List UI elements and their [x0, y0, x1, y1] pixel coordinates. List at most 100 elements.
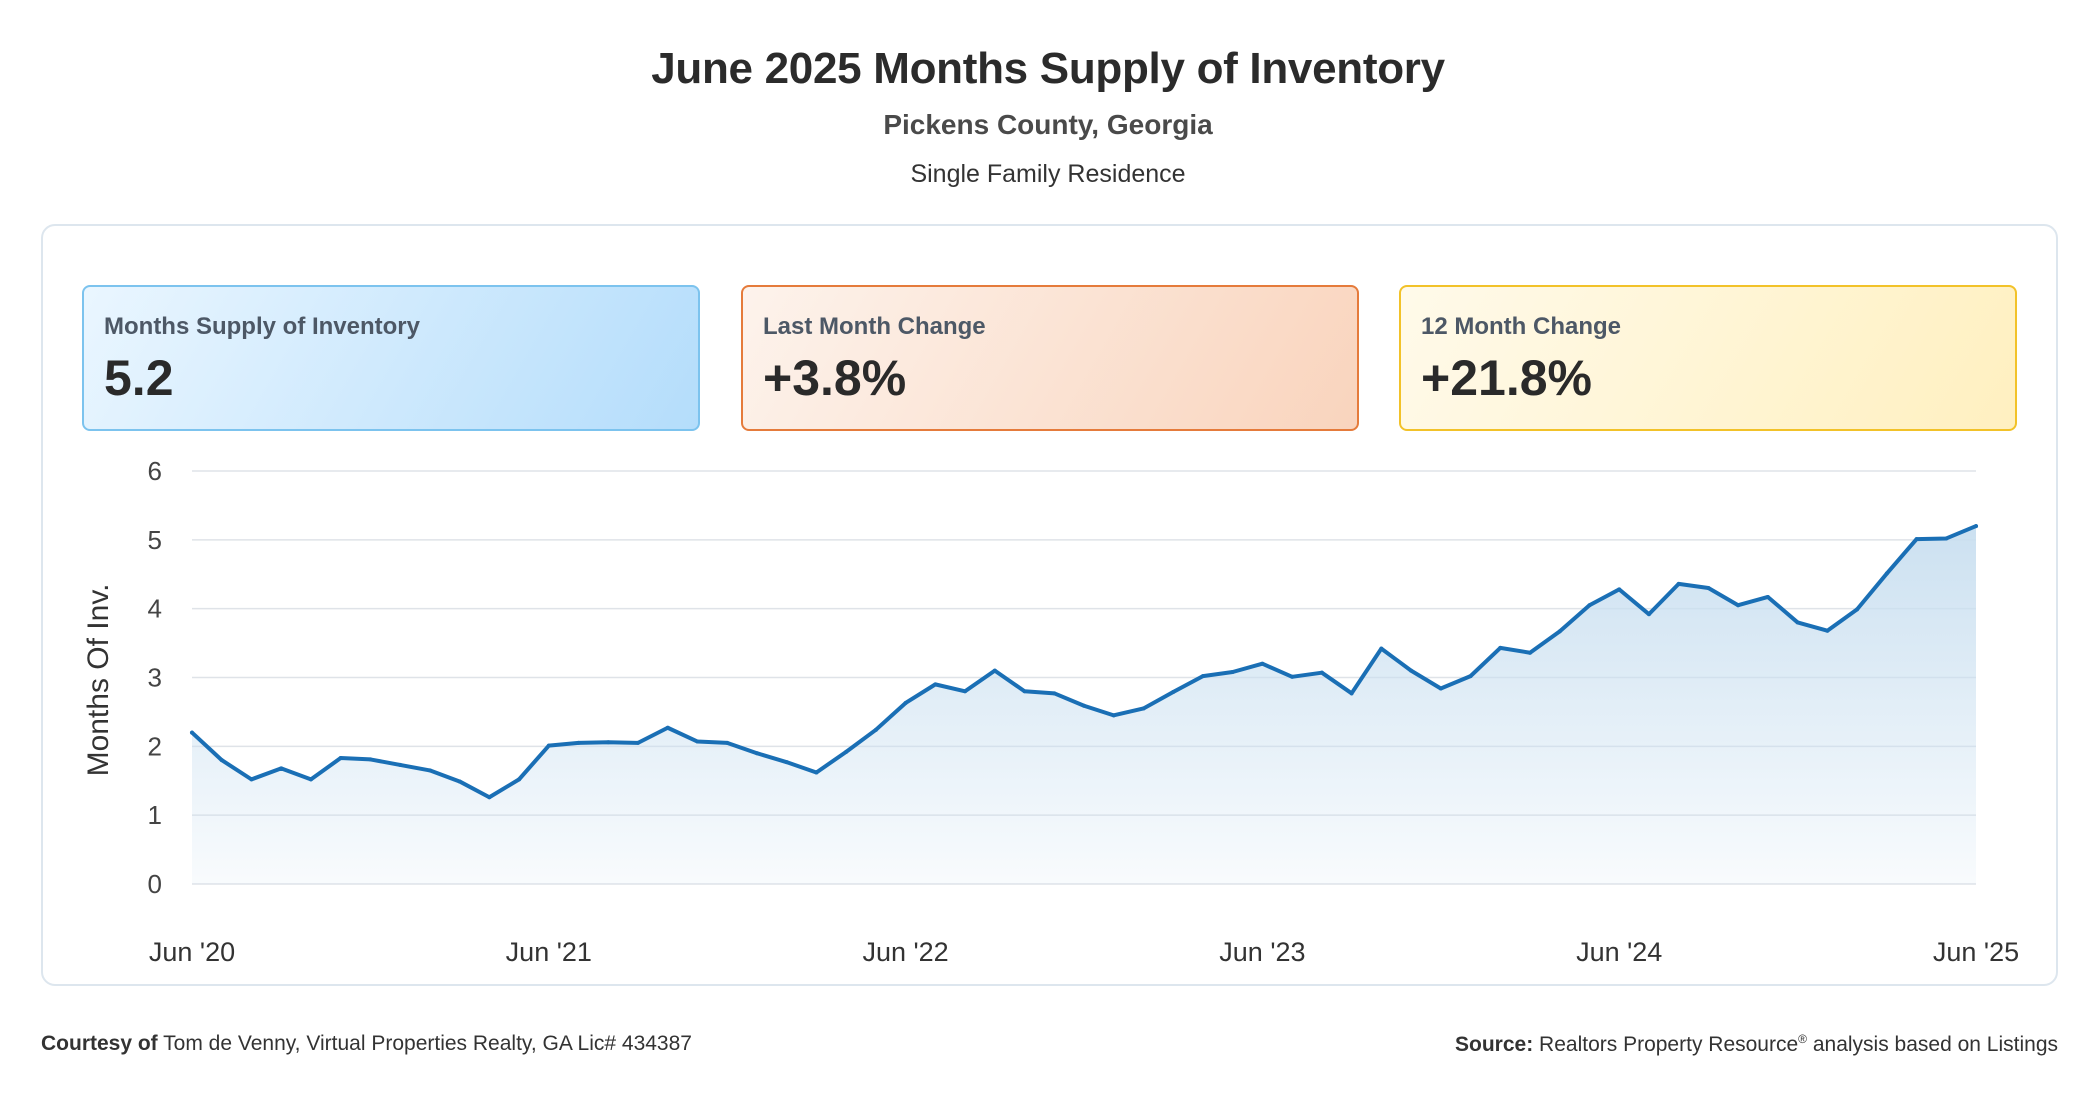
last-month-change-value: +3.8% [763, 350, 907, 406]
data-point [933, 682, 938, 687]
source-text: Realtors Property Resource [1539, 1033, 1799, 1056]
data-point [903, 700, 908, 705]
x-tick-label: Jun '20 [149, 937, 235, 967]
source-suffix: analysis based on Listings [1812, 1033, 2058, 1056]
chart-title: June 2025 Months Supply of Inventory [651, 44, 1445, 93]
data-point [398, 762, 403, 767]
x-tick-label: Jun '25 [1933, 937, 2019, 967]
property-type: Single Family Residence [910, 160, 1186, 188]
y-tick-label: 1 [148, 800, 162, 830]
data-point [190, 730, 194, 735]
data-point [219, 758, 224, 763]
data-point [1736, 603, 1741, 608]
data-point [1022, 689, 1027, 694]
courtesy-text: Tom de Venny, Virtual Properties Realty,… [163, 1032, 692, 1055]
data-point [338, 756, 343, 761]
series-area [192, 526, 1976, 884]
data-point [1349, 691, 1354, 696]
data-point [992, 668, 997, 673]
data-point [1825, 628, 1830, 633]
data-point [517, 777, 522, 782]
data-point [308, 777, 313, 782]
chart-panel [41, 224, 2058, 986]
data-point [1914, 537, 1919, 542]
data-point [487, 795, 492, 800]
source-registered-mark: ® [1798, 1032, 1807, 1046]
source-label: Source: [1455, 1033, 1534, 1056]
data-point [1319, 670, 1324, 675]
x-tick-label: Jun '22 [862, 937, 948, 967]
data-point [1974, 524, 1978, 529]
data-point [784, 760, 789, 765]
months-supply-label: Months Supply of Inventory [104, 313, 420, 340]
last-month-change-label: Last Month Change [763, 313, 986, 340]
courtesy-label: Courtesy of [41, 1032, 158, 1055]
data-point [1260, 661, 1265, 666]
data-point [636, 740, 640, 745]
data-point [546, 743, 551, 748]
data-point [279, 766, 284, 771]
twelve-month-change-label: 12 Month Change [1421, 313, 1622, 340]
data-point [873, 727, 878, 732]
data-point [1944, 536, 1949, 541]
data-point [457, 779, 462, 784]
data-point [1765, 594, 1770, 599]
data-point [1617, 587, 1622, 592]
data-point [1290, 674, 1295, 679]
y-axis-label: Months Of Inv. [82, 584, 115, 777]
y-tick-label: 3 [148, 663, 162, 693]
data-points [190, 524, 1978, 800]
x-tick-label: Jun '23 [1219, 937, 1305, 967]
x-tick-label: Jun '24 [1576, 937, 1662, 967]
source-note: Source: Realtors Property Resource® anal… [1455, 1032, 2058, 1057]
data-point [1855, 607, 1860, 612]
data-point [814, 770, 819, 775]
data-point [754, 751, 759, 756]
data-point [665, 725, 670, 730]
x-tick-label: Jun '21 [506, 937, 592, 967]
data-point [1528, 650, 1532, 655]
last-month-change-card: Last Month Change +3.8% [741, 285, 1359, 431]
line-chart: 0 1 2 3 4 5 6 Jun '20 Jun '21 Jun '22 Jun '23 Jun … [82, 456, 2019, 967]
data-point [1587, 603, 1592, 608]
data-point [1438, 686, 1443, 691]
data-point [249, 777, 254, 782]
data-point [1409, 668, 1414, 673]
data-point [606, 740, 611, 745]
y-tick-label: 4 [148, 594, 162, 624]
data-point [963, 689, 968, 694]
data-point [1052, 691, 1057, 696]
data-point [844, 749, 849, 754]
y-tick-label: 2 [148, 731, 162, 761]
data-point [576, 740, 581, 745]
months-supply-card: Months Supply of Inventory 5.2 [82, 285, 700, 431]
courtesy-note: Courtesy of Tom de Venny, Virtual Proper… [41, 1032, 692, 1056]
data-point [1557, 629, 1562, 634]
months-supply-value: 5.2 [104, 350, 174, 406]
data-point [1498, 645, 1503, 650]
twelve-month-change-value: +21.8% [1421, 350, 1592, 406]
data-point [368, 757, 373, 762]
data-point [1676, 581, 1681, 586]
twelve-month-change-card: 12 Month Change +21.8% [1399, 285, 2017, 431]
data-point [1111, 713, 1116, 718]
data-point [725, 740, 730, 745]
y-tick-label: 0 [148, 869, 162, 899]
data-point [695, 739, 700, 744]
data-point [1379, 646, 1384, 651]
y-axis-ticks: 0 1 2 3 4 5 6 [148, 456, 162, 899]
data-point [1706, 586, 1711, 591]
data-point [1646, 612, 1651, 617]
data-point [1200, 674, 1205, 679]
chart-subtitle: Pickens County, Georgia [883, 109, 1213, 140]
data-point [1884, 571, 1889, 576]
data-point [1141, 706, 1146, 711]
data-point [427, 768, 432, 773]
data-point [1230, 669, 1235, 674]
data-point [1468, 674, 1473, 679]
data-point [1171, 689, 1176, 694]
data-point [1795, 620, 1800, 625]
data-point [1082, 703, 1086, 708]
y-tick-label: 5 [148, 525, 162, 555]
y-tick-label: 6 [148, 456, 162, 486]
